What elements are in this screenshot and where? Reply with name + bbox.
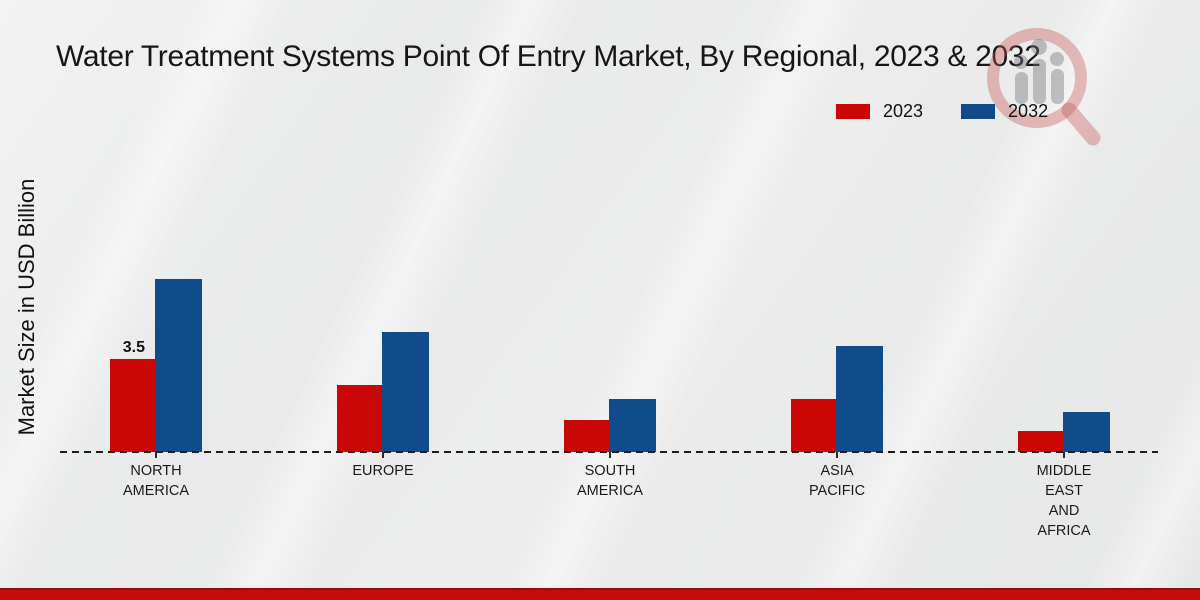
legend-swatch-2023 — [836, 104, 870, 119]
legend: 2023 2032 — [836, 101, 1048, 122]
category-label-south-america: SOUTH AMERICA — [576, 463, 644, 499]
x-axis-tick-south-america — [609, 452, 611, 458]
bar-2032-asia-pacific — [836, 346, 883, 452]
footer-accent-bar — [0, 588, 1200, 600]
legend-label: 2032 — [1008, 101, 1049, 121]
legend-item-2023: 2023 — [836, 101, 923, 122]
bar-2032-middle-east-and-africa — [1063, 412, 1110, 452]
bar-2032-south-america — [609, 399, 656, 452]
category-label-asia-pacific: ASIA PACIFIC — [808, 463, 866, 499]
x-axis-tick-europe — [382, 452, 384, 458]
category-label-middle-east-and-africa: MIDDLE EAST AND AFRICA — [1036, 463, 1092, 539]
data-label-2023-3.5: 3.5 — [122, 339, 145, 356]
bar-2023-middle-east-and-africa — [1018, 431, 1063, 452]
category-label-europe: EUROPE — [352, 463, 414, 479]
x-axis-tick-middle-east-and-africa — [1063, 452, 1065, 458]
x-axis-tick-asia-pacific — [836, 452, 838, 458]
bar-2023-europe — [337, 385, 382, 452]
bar-2032-europe — [382, 332, 429, 452]
bar-2023-north-america — [110, 359, 155, 452]
category-label-north-america: NORTH AMERICA — [122, 463, 190, 499]
legend-label: 2023 — [883, 101, 924, 121]
bar-2023-asia-pacific — [791, 399, 836, 452]
legend-swatch-2032 — [961, 104, 996, 119]
x-axis-tick-north-america — [155, 452, 157, 458]
bar-2023-south-america — [564, 420, 609, 452]
legend-item-2032: 2032 — [961, 101, 1048, 122]
chart-title: Water Treatment Systems Point Of Entry M… — [56, 40, 1041, 73]
bar-2032-north-america — [155, 279, 202, 452]
